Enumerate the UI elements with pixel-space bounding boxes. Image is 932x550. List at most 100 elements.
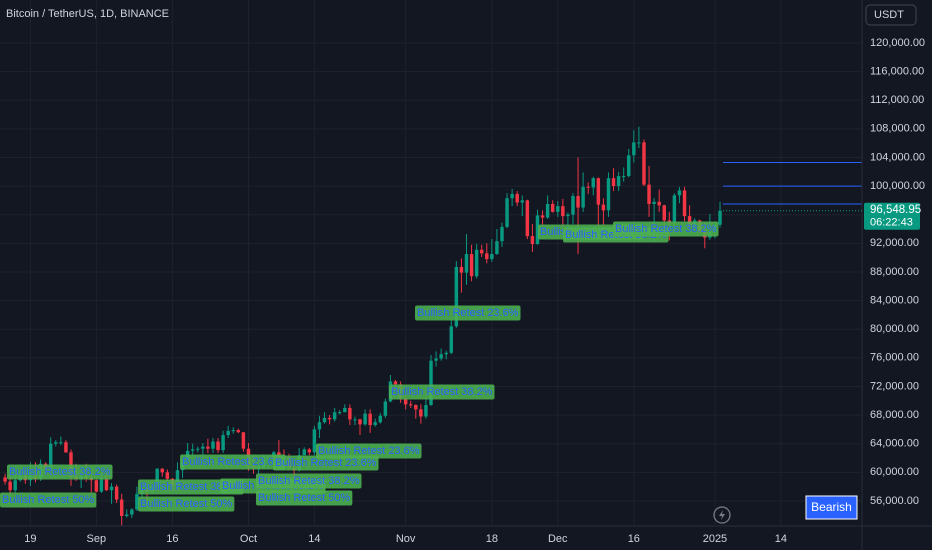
candle-body	[672, 195, 677, 223]
candle-body	[414, 405, 418, 410]
candle-body	[718, 210, 722, 225]
currency-label[interactable]: USDT	[874, 9, 904, 21]
candle-body	[226, 430, 230, 436]
candle-body	[338, 412, 342, 414]
candle-body	[393, 381, 398, 385]
candle-body	[119, 499, 124, 516]
candle-body	[69, 452, 73, 477]
y-tick-label: 56,000.00	[870, 495, 919, 507]
candle-body	[114, 486, 119, 500]
clock-icon	[713, 506, 731, 524]
annotation-box	[138, 479, 244, 495]
candle-body	[216, 441, 220, 451]
candle-body	[657, 201, 661, 206]
x-tick-label: 19	[24, 533, 36, 545]
bearish-label[interactable]: Bearish	[811, 500, 852, 514]
candle-body	[64, 442, 68, 453]
last-price-box	[864, 202, 920, 230]
candle-body	[165, 472, 170, 479]
y-tick-label: 64,000.00	[870, 438, 919, 450]
candle-body	[677, 190, 682, 196]
annotation-label: Bullish Retest 38.2%	[258, 475, 360, 487]
candle-body	[48, 443, 53, 470]
candle-body	[221, 435, 225, 451]
candle-body	[444, 352, 448, 355]
candle-body	[576, 196, 580, 208]
candle-body	[637, 142, 641, 144]
annotation-box	[273, 455, 379, 471]
currency-button[interactable]	[865, 4, 917, 26]
last-price-label: 96,548.95	[870, 204, 921, 216]
candle-body	[591, 178, 595, 188]
candle-body	[3, 477, 7, 482]
candle-body	[616, 176, 621, 187]
candle-body	[109, 486, 114, 491]
candle-body	[317, 422, 322, 430]
candle-body	[561, 206, 565, 217]
candle-body	[667, 220, 672, 223]
candle-body	[358, 419, 362, 425]
x-tick-label: 14	[308, 533, 320, 545]
bearish-button[interactable]	[805, 495, 858, 520]
candle-body	[510, 193, 514, 199]
candle-body	[353, 419, 357, 421]
candle-body	[530, 236, 535, 245]
candle-body	[682, 190, 687, 217]
candle-body	[490, 254, 494, 260]
candle-body	[307, 449, 312, 453]
annotation-label: Bullish Retest 23.6%	[182, 456, 284, 468]
annotation-box	[613, 221, 719, 237]
candle-body	[408, 404, 413, 406]
y-tick-label: 108,000.00	[870, 123, 925, 135]
y-tick-label: 88,000.00	[870, 266, 919, 278]
y-tick-label: 116,000.00	[870, 65, 924, 77]
candle-body	[403, 399, 408, 405]
x-tick-label: Oct	[240, 533, 257, 545]
candle-body	[302, 449, 306, 456]
annotation-box	[7, 464, 113, 480]
candle-body	[322, 417, 327, 423]
candle-body	[277, 452, 281, 457]
candle-body	[8, 481, 12, 491]
candle-body	[59, 442, 63, 444]
y-tick-label: 80,000.00	[870, 323, 919, 335]
y-tick-label: 60,000.00	[870, 466, 919, 478]
candle-body	[175, 470, 180, 486]
candle-body	[479, 249, 484, 254]
candle-body	[566, 214, 570, 217]
candle-body	[500, 226, 504, 242]
candle-body	[135, 493, 139, 510]
annotation-label: Bullish Retest 50%	[258, 492, 351, 504]
candle-body	[647, 184, 651, 204]
candle-body	[332, 412, 337, 420]
candle-body	[419, 409, 423, 417]
y-tick-label: 76,000.00	[870, 352, 919, 364]
candle-body	[130, 509, 134, 515]
annotation-box	[316, 443, 422, 459]
candle-body	[596, 178, 601, 205]
candle-body	[606, 178, 611, 211]
candle-body	[556, 206, 560, 212]
y-tick-label: 84,000.00	[870, 294, 919, 306]
x-tick-label: Nov	[396, 533, 416, 545]
annotation-box	[256, 473, 362, 489]
candle-body	[581, 186, 585, 208]
candle-body	[373, 422, 377, 426]
candle-body	[662, 205, 666, 221]
candle-body	[505, 198, 509, 227]
x-tick-label: 16	[166, 533, 178, 545]
candle-body	[485, 253, 489, 260]
countdown-label: 06:22:43	[870, 217, 913, 229]
candle-body	[611, 178, 616, 187]
candle-body	[459, 266, 464, 273]
y-tick-label: 72,000.00	[870, 380, 919, 392]
candle-body	[545, 203, 550, 218]
annotation-label: Bullish Retest 38.2%	[391, 386, 493, 398]
y-tick-label: 100,000.00	[870, 180, 925, 192]
x-tick-label: 14	[775, 533, 787, 545]
candle-body	[540, 215, 545, 218]
y-tick-label: 68,000.00	[870, 409, 919, 421]
candle-body	[236, 430, 241, 433]
annotation-label: Bullish Retest 38.2%	[615, 223, 717, 235]
